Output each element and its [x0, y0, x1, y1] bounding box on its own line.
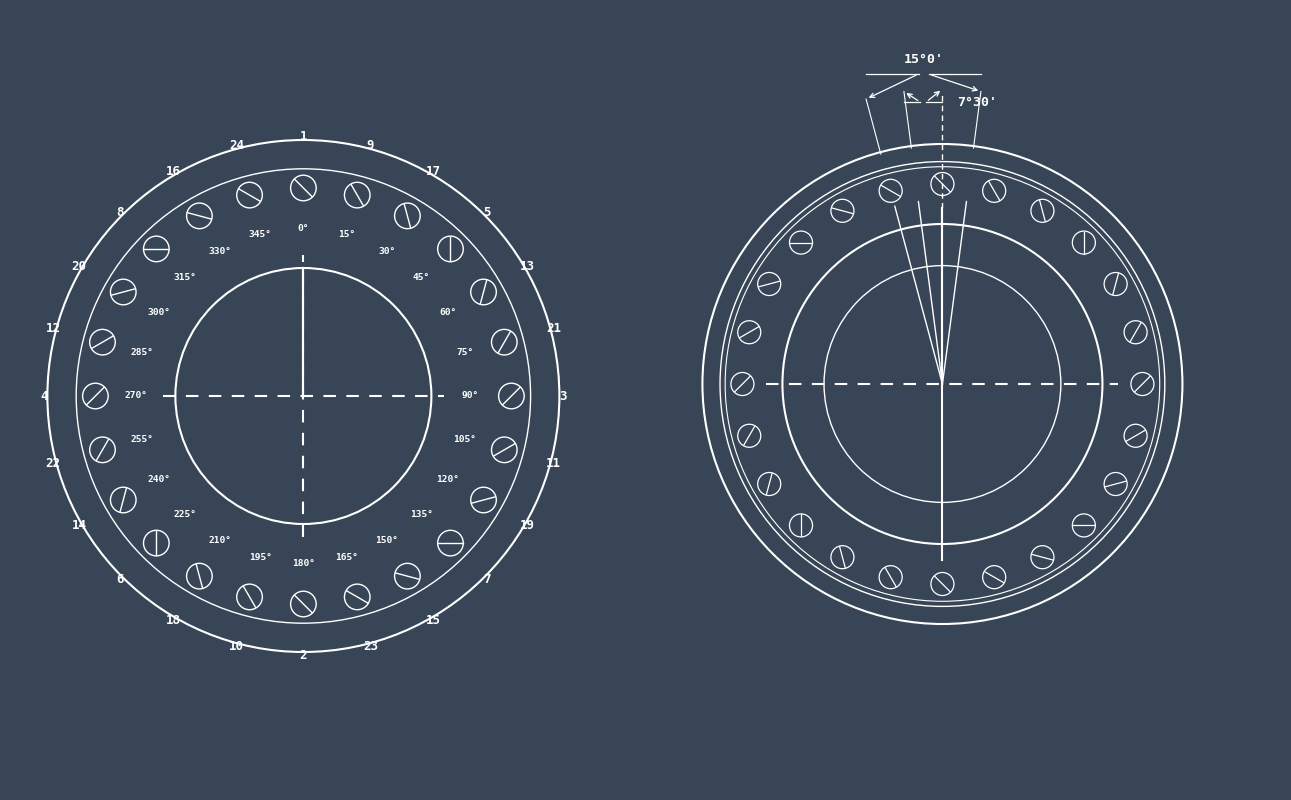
Text: 15°0': 15°0' [904, 53, 944, 66]
Text: 105°: 105° [453, 434, 476, 444]
Text: 11: 11 [546, 457, 562, 470]
Text: 15: 15 [426, 614, 440, 627]
Text: 75°: 75° [456, 348, 474, 358]
Text: 12: 12 [45, 322, 61, 335]
Text: 285°: 285° [130, 348, 154, 358]
Text: 13: 13 [520, 260, 536, 273]
Text: 5: 5 [483, 206, 491, 219]
Text: 21: 21 [546, 322, 562, 335]
Text: 165°: 165° [336, 553, 358, 562]
Text: 6: 6 [116, 573, 124, 586]
Text: 60°: 60° [439, 308, 457, 317]
Text: 270°: 270° [125, 391, 148, 401]
Text: 24: 24 [229, 139, 244, 152]
Text: 4: 4 [40, 390, 48, 402]
Text: 1: 1 [300, 130, 307, 143]
Text: 90°: 90° [462, 391, 479, 401]
Text: 30°: 30° [378, 247, 395, 256]
Text: 23: 23 [363, 640, 378, 653]
Text: 18: 18 [167, 614, 181, 627]
Text: 300°: 300° [147, 308, 170, 317]
Text: 16: 16 [167, 165, 181, 178]
Text: 225°: 225° [174, 510, 196, 518]
Text: 240°: 240° [147, 475, 170, 484]
Text: 20: 20 [71, 260, 86, 273]
Text: 8: 8 [116, 206, 124, 219]
Text: 14: 14 [71, 519, 86, 532]
Text: 210°: 210° [208, 536, 231, 545]
Text: 330°: 330° [208, 247, 231, 256]
Text: 180°: 180° [292, 558, 315, 567]
Text: 9: 9 [367, 139, 374, 152]
Text: 45°: 45° [413, 274, 430, 282]
Text: 22: 22 [45, 457, 61, 470]
Text: 345°: 345° [249, 230, 271, 239]
Text: 17: 17 [426, 165, 440, 178]
Text: 195°: 195° [249, 553, 271, 562]
Text: 255°: 255° [130, 434, 154, 444]
Text: 315°: 315° [174, 274, 196, 282]
Text: 150°: 150° [376, 536, 399, 545]
Text: 7: 7 [483, 573, 491, 586]
Text: 19: 19 [520, 519, 536, 532]
Text: 135°: 135° [411, 510, 432, 518]
Text: 10: 10 [229, 640, 244, 653]
Text: 0°: 0° [298, 225, 309, 234]
Text: 3: 3 [559, 390, 567, 402]
Text: 15°: 15° [338, 230, 355, 239]
Text: 120°: 120° [436, 475, 460, 484]
Text: 2: 2 [300, 649, 307, 662]
Text: 7°30': 7°30' [958, 95, 998, 109]
